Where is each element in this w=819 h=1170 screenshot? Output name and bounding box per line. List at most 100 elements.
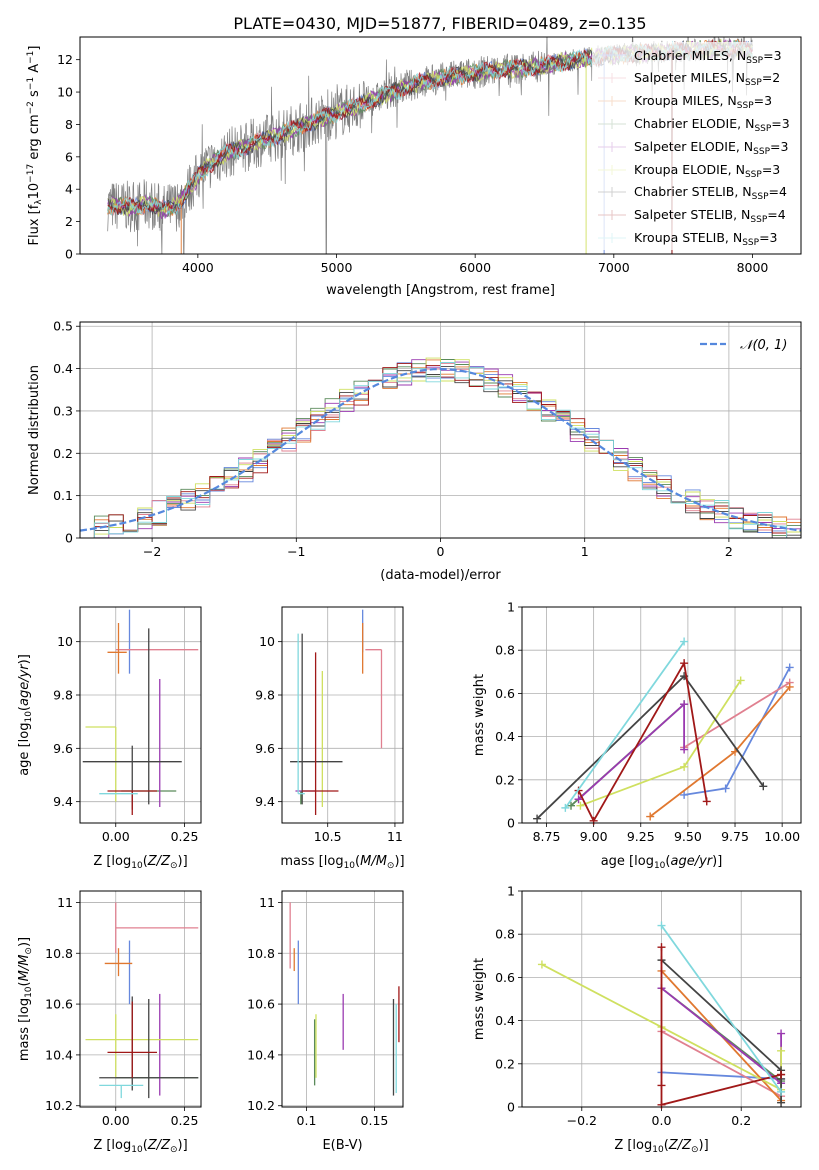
errorbar-point — [99, 1084, 144, 1099]
label-part: wavelength [Angstrom, rest frame] — [326, 283, 555, 298]
x-axis-label: age [log10(age/yr)] — [601, 854, 723, 871]
x-axis-label: Z [log10(Z/Z⊙)] — [614, 1138, 708, 1155]
histogram-series — [80, 362, 801, 539]
label-part: 10 — [131, 1145, 143, 1155]
axes-frame — [79, 36, 802, 255]
series-line — [683, 681, 791, 749]
y-tick-label: 12 — [57, 52, 73, 67]
panel-residuals: −2 −1 0 1 2 0 0.1 0.2 0.3 0.4 0.5 (data-model)/erro… — [27, 319, 802, 583]
x-tick-label: −0.2 — [567, 1113, 597, 1128]
x-tick-label: 9.75 — [721, 829, 749, 844]
label-part: M/M — [360, 854, 387, 869]
y-tick-label: 0.1 — [53, 488, 73, 503]
y-tick-label: 10.4 — [45, 1047, 73, 1062]
y-tick-label: 10.8 — [45, 946, 73, 961]
y-tick-label: 0.8 — [495, 927, 515, 942]
label-part: 10 — [654, 861, 666, 871]
y-tick-label: 9.4 — [255, 794, 275, 809]
legend-label: Chabrier MILES, NSSP=3 — [634, 48, 782, 66]
y-tick-label: 0.2 — [495, 1056, 515, 1071]
errorbar-point — [290, 633, 343, 805]
x-tick-label: 0.25 — [171, 1113, 199, 1128]
label-part: E(B-V) — [322, 1138, 362, 1153]
series-line — [577, 702, 685, 800]
y-tick-label: 0 — [65, 531, 73, 546]
y-tick-label: 0.6 — [495, 970, 515, 985]
x-tick-label: 8000 — [737, 260, 769, 275]
series-marker — [680, 790, 689, 799]
errorbars — [290, 609, 383, 815]
x-tick-label: 0.0 — [652, 1113, 672, 1128]
series-marker — [533, 814, 542, 823]
y-tick-label: 0.2 — [495, 772, 515, 787]
figure-title: PLATE=0430, MJD=51877, FIBERID=0489, z=0… — [233, 14, 646, 33]
x-tick-label: 10.5 — [314, 829, 342, 844]
plot-area — [85, 902, 199, 1099]
errorbar-point — [115, 902, 199, 954]
ticks: 10.5 11 9.4 9.6 9.8 10 — [255, 634, 403, 844]
series-marker — [574, 795, 583, 804]
y-tick-label: 2 — [65, 214, 73, 229]
y-tick-label: 10 — [57, 634, 73, 649]
axes-frame — [281, 606, 404, 824]
y-tick-label: 10 — [57, 85, 73, 100]
label-part: age/yr — [17, 663, 32, 706]
label-part: M/M — [17, 955, 32, 982]
y-tick-label: 0.8 — [495, 643, 515, 658]
label-part: 10 — [131, 861, 143, 871]
ticks: 8.75 9.00 9.25 9.50 9.75 10.00 0 0.2 0.4 0.6 0.8 1 — [495, 600, 800, 845]
label-part: mass weight — [472, 674, 487, 756]
series-marker — [680, 762, 689, 771]
y-tick-label: 11 — [259, 895, 275, 910]
label-part: mass weight — [472, 958, 487, 1040]
x-tick-label: 9.50 — [674, 829, 702, 844]
y-tick-label: 10.2 — [247, 1098, 275, 1113]
label-part: Z/Z — [147, 1138, 171, 1153]
errorbar-point — [107, 623, 127, 674]
x-tick-label: 6000 — [459, 260, 491, 275]
y-tick-label: 4 — [65, 182, 73, 197]
x-tick-label: 1 — [581, 544, 589, 559]
legend-label: Chabrier STELIB, NSSP=4 — [634, 184, 787, 202]
x-tick-label: 0.00 — [102, 829, 130, 844]
label-part: age/yr — [670, 854, 713, 869]
label-part: −2 — [26, 101, 36, 114]
label-part: ( — [355, 854, 360, 869]
grid — [522, 606, 801, 824]
series-marker — [680, 637, 689, 646]
x-tick-label: 4000 — [182, 260, 214, 275]
label-part: )] — [394, 854, 404, 869]
label-part: (data-model)/error — [380, 568, 501, 583]
series-marker — [777, 1098, 786, 1107]
label-part: ⊙ — [691, 1145, 699, 1155]
panel-mass-vs-EBV: 0.1 0.15 10.2 10.4 10.6 10.8 11 E(B-V) — [247, 890, 404, 1153]
series-line — [564, 641, 685, 809]
y-axis-label: Flux [fλ10−17 erg cm−2 s−1 A−1] — [26, 46, 44, 246]
label-part: A — [27, 64, 42, 77]
legend-label: 𝒩(0, 1) — [740, 338, 787, 353]
y-tick-label: 9.8 — [255, 688, 275, 703]
series-marker — [777, 1029, 786, 1038]
errorbar-point — [107, 790, 157, 815]
y-tick-label: 9.8 — [53, 688, 73, 703]
series-marker — [777, 1046, 786, 1055]
y-tick-label: 0.4 — [53, 361, 73, 376]
series-marker — [785, 682, 794, 691]
weight-series — [533, 637, 794, 825]
label-part: Z [log — [93, 1138, 131, 1153]
x-axis-label: (data-model)/error — [380, 568, 501, 583]
y-axis-label: age [log10(age/yr)] — [17, 654, 34, 776]
label-part: λ — [34, 199, 44, 205]
series-marker — [657, 1100, 666, 1109]
y-axis-label: mass [log10(M/M⊙)] — [17, 937, 34, 1061]
series-marker — [576, 801, 585, 810]
y-tick-label: 0.3 — [53, 403, 73, 418]
x-axis-label: Z [log10(Z/Z⊙)] — [93, 1138, 187, 1155]
label-part: ( — [17, 981, 32, 986]
label-part: Flux [f — [27, 204, 42, 245]
weight-series — [537, 921, 786, 1109]
series-marker — [680, 659, 689, 668]
